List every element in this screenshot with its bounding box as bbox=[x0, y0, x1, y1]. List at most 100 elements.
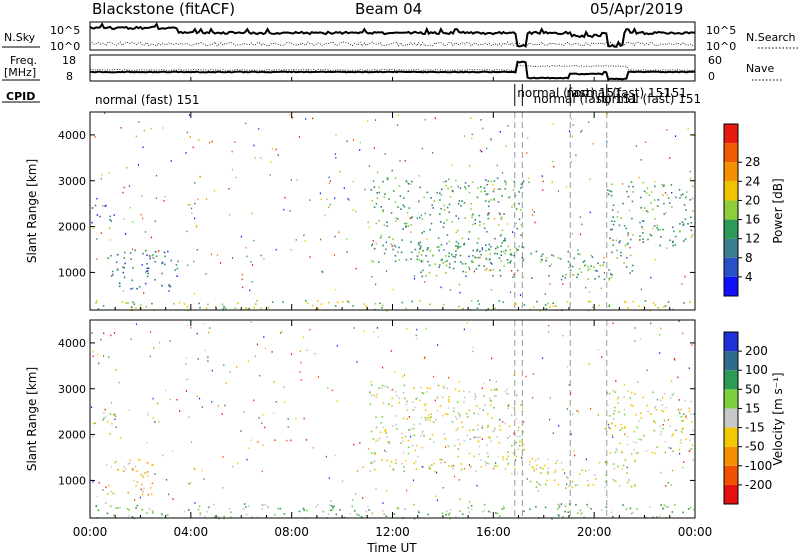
data-point bbox=[690, 216, 692, 219]
data-point bbox=[378, 387, 380, 389]
data-point bbox=[418, 216, 421, 219]
data-point bbox=[388, 198, 390, 200]
data-point bbox=[487, 213, 490, 215]
data-point bbox=[100, 338, 102, 341]
data-point bbox=[481, 150, 483, 153]
data-point bbox=[459, 187, 462, 189]
data-point bbox=[457, 412, 460, 415]
data-point bbox=[608, 190, 611, 192]
data-point bbox=[692, 508, 695, 511]
data-point bbox=[488, 463, 490, 465]
data-point bbox=[185, 152, 187, 154]
data-point bbox=[624, 433, 626, 436]
data-point bbox=[464, 217, 466, 219]
data-point bbox=[373, 206, 376, 208]
data-point bbox=[416, 255, 419, 257]
colorbar-swatch bbox=[724, 370, 738, 390]
data-point bbox=[146, 462, 149, 464]
data-point bbox=[492, 268, 494, 271]
data-point bbox=[443, 387, 445, 389]
data-point bbox=[489, 379, 491, 381]
data-point bbox=[169, 340, 171, 342]
data-point bbox=[129, 462, 131, 464]
data-point bbox=[409, 217, 411, 220]
data-point bbox=[603, 271, 605, 274]
data-point bbox=[612, 216, 614, 218]
data-point bbox=[459, 510, 461, 512]
data-point bbox=[386, 459, 388, 462]
time-tick-label: 16:00 bbox=[476, 525, 511, 539]
data-point bbox=[264, 347, 266, 350]
data-point bbox=[447, 187, 449, 190]
data-point bbox=[528, 181, 530, 184]
data-point bbox=[407, 182, 410, 185]
data-point bbox=[554, 469, 557, 472]
data-point bbox=[99, 215, 101, 218]
data-point bbox=[375, 283, 377, 286]
data-point bbox=[479, 256, 481, 259]
data-point bbox=[499, 188, 501, 190]
data-point bbox=[597, 262, 599, 264]
data-point bbox=[494, 218, 496, 220]
colorbar-swatch bbox=[724, 332, 738, 352]
data-point bbox=[493, 429, 496, 432]
data-point bbox=[640, 417, 643, 419]
data-point bbox=[626, 243, 629, 245]
data-point bbox=[683, 302, 685, 304]
data-point bbox=[539, 467, 542, 469]
data-point bbox=[162, 127, 164, 129]
data-point bbox=[427, 247, 429, 250]
data-point bbox=[392, 288, 394, 291]
data-point bbox=[147, 412, 149, 415]
data-point bbox=[436, 396, 439, 398]
data-point bbox=[652, 302, 655, 304]
data-point bbox=[289, 114, 291, 116]
data-point bbox=[539, 484, 542, 486]
data-point bbox=[486, 462, 488, 464]
data-point bbox=[489, 511, 492, 513]
data-point bbox=[441, 512, 444, 514]
data-point bbox=[372, 438, 375, 440]
data-point bbox=[517, 249, 519, 251]
noise-left-tick-bottom: 10^0 bbox=[50, 40, 80, 53]
data-point bbox=[146, 270, 149, 272]
data-point bbox=[188, 416, 190, 418]
data-point bbox=[185, 357, 187, 359]
data-point bbox=[681, 283, 683, 285]
data-point bbox=[557, 503, 560, 506]
data-point bbox=[641, 220, 644, 222]
data-point bbox=[374, 468, 376, 471]
colorbar-frame bbox=[723, 331, 739, 505]
data-point bbox=[443, 181, 445, 183]
data-point bbox=[531, 277, 533, 279]
data-point bbox=[386, 221, 388, 224]
data-point bbox=[363, 330, 365, 333]
data-point bbox=[639, 338, 641, 340]
data-point bbox=[217, 405, 219, 407]
data-point bbox=[515, 455, 518, 458]
data-point bbox=[142, 476, 145, 478]
data-point bbox=[654, 258, 656, 261]
data-point bbox=[419, 386, 422, 389]
data-point bbox=[356, 513, 358, 516]
data-point bbox=[457, 229, 459, 232]
data-point bbox=[355, 267, 357, 270]
data-point bbox=[146, 471, 149, 473]
data-point bbox=[505, 249, 507, 252]
data-point bbox=[371, 384, 373, 386]
data-point bbox=[610, 228, 612, 231]
data-point bbox=[490, 289, 492, 291]
data-point bbox=[452, 467, 454, 470]
data-point bbox=[178, 301, 181, 304]
data-point bbox=[122, 290, 124, 292]
velocity-range-axis-label: Slant Range [km] bbox=[25, 367, 39, 471]
colorbar-swatch bbox=[724, 408, 738, 428]
data-point bbox=[472, 254, 474, 257]
data-point bbox=[569, 264, 571, 267]
data-point bbox=[660, 430, 662, 433]
data-point bbox=[671, 192, 673, 194]
data-point bbox=[213, 190, 216, 192]
data-point bbox=[373, 394, 375, 397]
data-point bbox=[621, 427, 623, 429]
data-point bbox=[657, 199, 660, 201]
